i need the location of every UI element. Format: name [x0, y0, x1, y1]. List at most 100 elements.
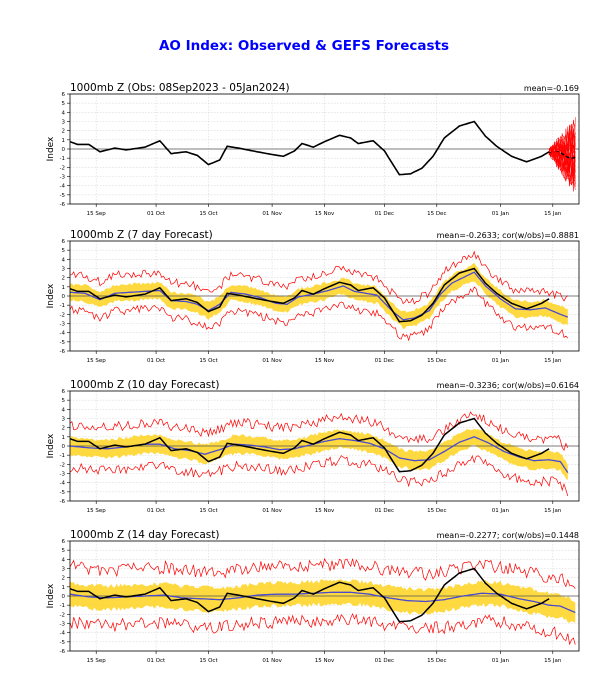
x-tick-label: 01 Jan	[492, 658, 510, 664]
x-tick-label: 01 Jan	[492, 211, 510, 217]
x-tick-label: 15 Nov	[315, 508, 335, 514]
ensemble-max-line	[70, 557, 576, 589]
y-tick-label: 0	[62, 594, 66, 600]
x-tick-label: 01 Jan	[492, 358, 510, 364]
x-tick-label: 15 Oct	[199, 211, 218, 217]
y-tick-label: -2	[60, 612, 65, 618]
observed-line	[70, 267, 550, 323]
x-tick-label: 01 Jan	[492, 508, 510, 514]
plot-series-group	[70, 411, 579, 497]
y-tick-label: 6	[62, 92, 66, 98]
x-tick-label: 15 Dec	[427, 211, 446, 217]
y-tick-label: 0	[62, 147, 66, 153]
x-tick-label: 01 Dec	[375, 508, 394, 514]
y-tick-label: 2	[62, 426, 66, 432]
panel-stat: mean=-0.3236; cor(w/obs)=0.6164	[437, 381, 579, 390]
x-tick-label: 15 Nov	[315, 358, 335, 364]
y-tick-label: -5	[60, 340, 66, 346]
y-tick-label: -6	[60, 499, 66, 505]
y-tick-label: -3	[60, 175, 66, 181]
y-tick-label: 6	[62, 389, 66, 395]
y-tick-label: -3	[60, 622, 66, 628]
ensemble-max-line	[70, 411, 569, 452]
y-tick-label: -1	[60, 303, 65, 309]
panel-title: 1000mb Z (14 day Forecast)	[70, 529, 219, 541]
panel-title: 1000mb Z (10 day Forecast)	[70, 379, 219, 391]
y-axis-label: Index	[46, 283, 56, 308]
plot-series-group	[70, 250, 579, 342]
ensemble-min-line	[70, 454, 569, 497]
plot-series-group	[70, 557, 579, 646]
y-tick-label: 3	[62, 267, 66, 273]
ensemble-member-line	[548, 149, 576, 187]
y-tick-label: -4	[60, 481, 66, 487]
panel-10day-forecast: 6 5 4 3 2 1 0 -1 -2 -3 -4 -5 -6 15 Sep 01 Oct 15 Oct 01 …	[46, 379, 580, 514]
y-tick-label: 4	[62, 557, 66, 563]
forecast-mean-line	[70, 436, 569, 473]
y-tick-label: 0	[62, 294, 66, 300]
y-tick-label: 5	[62, 101, 66, 107]
y-tick-label: -4	[60, 631, 66, 637]
y-tick-label: -3	[60, 472, 66, 478]
y-tick-label: 6	[62, 539, 66, 545]
panel-stat: mean=-0.2633; cor(w/obs)=0.8881	[437, 231, 579, 240]
x-tick-label: 15 Jan	[544, 658, 562, 664]
x-tick-label: 15 Sep	[87, 358, 107, 364]
x-tick-label: 15 Nov	[315, 658, 335, 664]
y-tick-label: 1	[62, 138, 66, 144]
y-tick-label: 6	[62, 239, 66, 245]
x-tick-label: 15 Jan	[544, 508, 562, 514]
ensemble-min-line	[70, 286, 569, 342]
y-tick-label: -1	[60, 453, 65, 459]
y-tick-label: -3	[60, 322, 66, 328]
x-tick-label: 01 Dec	[375, 658, 394, 664]
y-tick-label: 4	[62, 257, 66, 263]
y-tick-label: 3	[62, 417, 66, 423]
x-tick-label: 01 Oct	[147, 358, 166, 364]
plot-series-group	[70, 117, 579, 192]
spread-band	[70, 428, 568, 481]
y-tick-label: 0	[62, 444, 66, 450]
y-tick-label: 3	[62, 567, 66, 573]
y-tick-label: 1	[62, 435, 66, 441]
y-tick-label: 2	[62, 129, 66, 135]
y-tick-label: 4	[62, 110, 66, 116]
x-tick-label: 15 Dec	[427, 658, 446, 664]
y-tick-label: -5	[60, 640, 66, 646]
y-tick-label: 2	[62, 276, 66, 282]
panel-7day-forecast: 6 5 4 3 2 1 0 -1 -2 -3 -4 -5 -6 15 Sep 01 Oct 15 Oct 01 …	[46, 229, 580, 364]
y-tick-label: -4	[60, 331, 66, 337]
x-tick-label: 01 Nov	[262, 211, 282, 217]
x-tick-label: 01 Oct	[147, 508, 166, 514]
x-tick-label: 01 Nov	[262, 358, 282, 364]
ensemble-member-line	[548, 139, 576, 190]
y-tick-label: 3	[62, 120, 66, 126]
y-tick-label: -6	[60, 202, 66, 208]
x-tick-label: 15 Oct	[199, 658, 218, 664]
ensemble-member-line	[548, 119, 576, 168]
page-title: AO Index: Observed & GEFS Forecasts	[158, 38, 449, 54]
y-tick-label: 5	[62, 398, 66, 404]
ensemble-mean-line	[548, 150, 576, 159]
x-tick-label: 15 Jan	[544, 211, 562, 217]
y-tick-label: -6	[60, 349, 66, 355]
x-tick-label: 15 Sep	[87, 508, 107, 514]
panel-observed: 6 5 4 3 2 1 0 -1 -2 -3 -4 -5 -6 15 Sep 01 Oct 15 Oct 01 …	[46, 82, 580, 217]
x-tick-label: 15 Sep	[87, 658, 107, 664]
y-tick-label: 5	[62, 248, 66, 254]
x-tick-label: 01 Nov	[262, 658, 282, 664]
y-tick-label: -2	[60, 462, 65, 468]
x-tick-label: 15 Oct	[199, 508, 218, 514]
x-tick-label: 01 Dec	[375, 211, 394, 217]
y-tick-label: -5	[60, 490, 66, 496]
x-tick-label: 01 Dec	[375, 358, 394, 364]
y-axis-label: Index	[46, 136, 56, 161]
y-tick-label: -4	[60, 184, 66, 190]
y-tick-label: -5	[60, 193, 66, 199]
panel-14day-forecast: 6 5 4 3 2 1 0 -1 -2 -3 -4 -5 -6 15 Sep 01 Oct 15 Oct 01 …	[46, 529, 580, 664]
x-tick-label: 01 Nov	[262, 508, 282, 514]
ensemble-member-line	[548, 125, 576, 172]
y-tick-label: -2	[60, 312, 65, 318]
x-tick-label: 15 Sep	[87, 211, 107, 217]
panel-title: 1000mb Z (Obs: 08Sep2023 - 05Jan2024)	[70, 82, 290, 94]
